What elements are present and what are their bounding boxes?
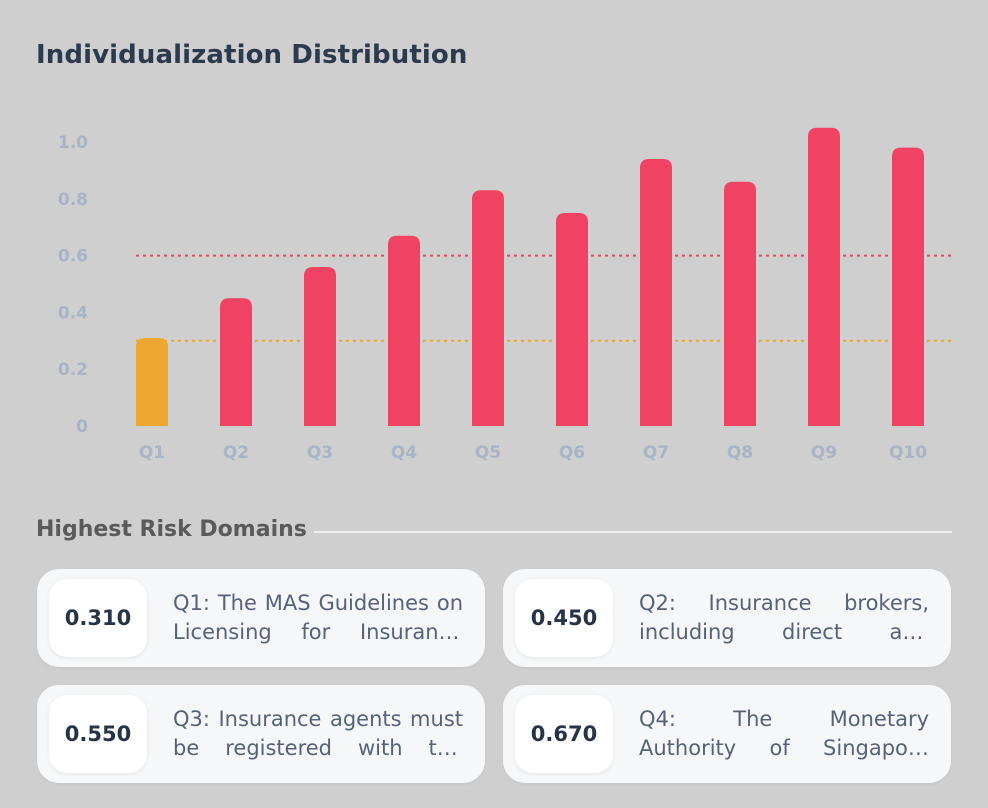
x-tick-label: Q2 — [223, 443, 249, 463]
bar-chart: 0 0.2 0.4 0.6 0.8 1.0 Q1 Q2 Q3 Q4 Q5 Q6 Q7 Q8 Q9 Q10 — [58, 127, 952, 463]
risk-score-badge: 0.450 — [515, 579, 613, 657]
x-tick-label: Q4 — [391, 443, 417, 463]
risk-section-title: Highest Risk Domains — [36, 517, 307, 542]
section-divider — [314, 531, 952, 533]
x-tick-label: Q5 — [475, 443, 501, 463]
risk-item-q4[interactable]: 0.670 Q4: The Monetary Authority of Sing… — [503, 685, 951, 783]
x-tick-label: Q10 — [889, 443, 927, 463]
bar-q1[interactable] — [136, 337, 168, 426]
risk-item-q1[interactable]: 0.310 Q1: The MAS Guidelines on Licensin… — [37, 569, 485, 667]
risk-description: Q2: Insurance brokers, including direct … — [639, 591, 929, 644]
bar-q6[interactable] — [556, 213, 588, 426]
risk-description: Q4: The Monetary Authority of Singapore … — [639, 707, 929, 760]
y-tick-label: 0.6 — [58, 247, 88, 267]
risk-description: Q3: Insurance agents must be registered … — [173, 707, 463, 760]
y-tick-label: 1.0 — [58, 133, 88, 153]
x-tick-label: Q1 — [139, 443, 165, 463]
bar-q5[interactable] — [472, 190, 504, 426]
chart-title: Individualization Distribution — [36, 40, 468, 70]
bar-q9[interactable] — [808, 127, 840, 427]
bar-q3[interactable] — [304, 266, 336, 426]
bar-q8[interactable] — [724, 181, 756, 426]
x-tick-label: Q6 — [559, 443, 585, 463]
y-tick-label: 0 — [76, 417, 88, 437]
risk-item-q2[interactable]: 0.450 Q2: Insurance brokers, including d… — [503, 569, 951, 667]
y-tick-label: 0.4 — [58, 303, 88, 323]
y-tick-label: 0.8 — [58, 190, 88, 210]
risk-score-badge: 0.670 — [515, 695, 613, 773]
x-tick-label: Q9 — [811, 443, 837, 463]
bar-q7[interactable] — [640, 159, 672, 426]
x-tick-label: Q3 — [307, 443, 333, 463]
risk-description: Q1: The MAS Guidelines on Licensing for … — [173, 591, 463, 644]
risk-item-q3[interactable]: 0.550 Q3: Insurance agents must be regis… — [37, 685, 485, 783]
bar-q2[interactable] — [220, 298, 252, 426]
x-tick-label: Q8 — [727, 443, 753, 463]
x-tick-label: Q7 — [643, 443, 669, 463]
risk-score-badge: 0.550 — [49, 695, 147, 773]
y-tick-label: 0.2 — [58, 360, 88, 380]
bar-q10[interactable] — [892, 147, 924, 426]
risk-score-badge: 0.310 — [49, 579, 147, 657]
bar-q4[interactable] — [388, 235, 420, 426]
